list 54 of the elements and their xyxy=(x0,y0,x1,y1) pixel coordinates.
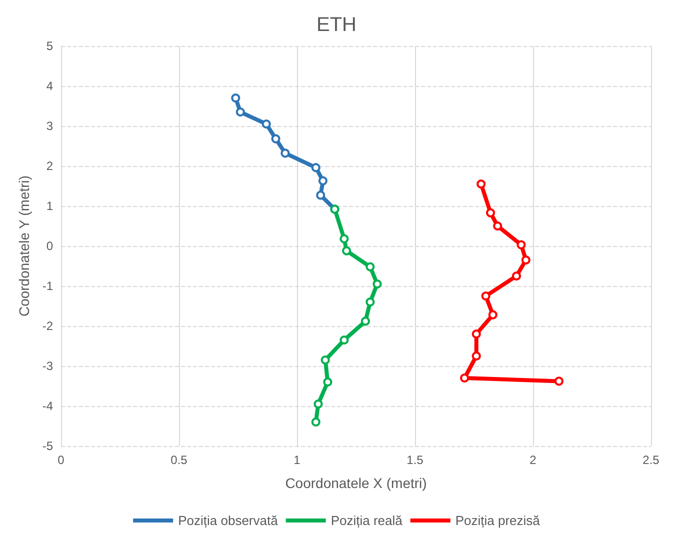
point xyxy=(486,208,496,218)
y-tick-label: 5 xyxy=(46,39,54,53)
point xyxy=(311,418,320,426)
point xyxy=(271,134,280,144)
point xyxy=(323,378,332,386)
x-axis-title: Coordonatele X (metri) xyxy=(285,475,427,491)
point xyxy=(231,94,240,102)
x-tick-label: 0 xyxy=(58,453,65,467)
x-tick-label: 1.5 xyxy=(406,453,424,467)
point xyxy=(340,234,349,244)
point xyxy=(472,352,481,360)
point xyxy=(262,120,271,128)
point xyxy=(236,108,245,116)
point xyxy=(460,374,470,382)
y-tick-label: 2 xyxy=(46,159,54,173)
point xyxy=(280,148,290,158)
y-tick-label: -1 xyxy=(42,279,54,293)
chart-title: ETH xyxy=(316,14,356,36)
point xyxy=(476,180,486,188)
point xyxy=(311,163,320,172)
point xyxy=(488,310,498,320)
y-tick-label: 4 xyxy=(46,79,54,93)
legend-label: Poziția reală xyxy=(330,513,404,528)
y-tick-label: 3 xyxy=(46,119,54,133)
legend-label: Poziția observată xyxy=(178,513,279,528)
point xyxy=(342,246,352,256)
y-tick-label: -4 xyxy=(42,399,54,413)
point xyxy=(481,292,490,300)
y-tick-label: -5 xyxy=(42,439,54,453)
point xyxy=(521,256,530,264)
point xyxy=(512,272,521,280)
point xyxy=(320,356,330,364)
x-tick-label: 2 xyxy=(530,453,537,467)
point xyxy=(366,262,375,272)
y-tick-label: 0 xyxy=(46,239,54,253)
point xyxy=(314,400,323,408)
legend-label: Poziția prezisă xyxy=(455,513,541,528)
point xyxy=(360,316,370,326)
point xyxy=(316,190,326,200)
point xyxy=(493,222,502,230)
x-tick-label: 0.5 xyxy=(170,453,188,467)
y-tick-label: -2 xyxy=(42,319,54,333)
y-tick-label: 1 xyxy=(46,199,54,213)
point xyxy=(516,240,526,250)
x-tick-label: 2.5 xyxy=(642,453,660,467)
point xyxy=(472,330,481,338)
point xyxy=(366,298,375,306)
point xyxy=(340,336,349,344)
point xyxy=(554,376,564,386)
x-tick-label: 1 xyxy=(294,453,301,467)
y-axis-title: Coordonatele Y (metri) xyxy=(16,175,32,317)
point xyxy=(318,176,328,186)
y-tick-label: -3 xyxy=(42,359,54,373)
point xyxy=(372,280,382,288)
